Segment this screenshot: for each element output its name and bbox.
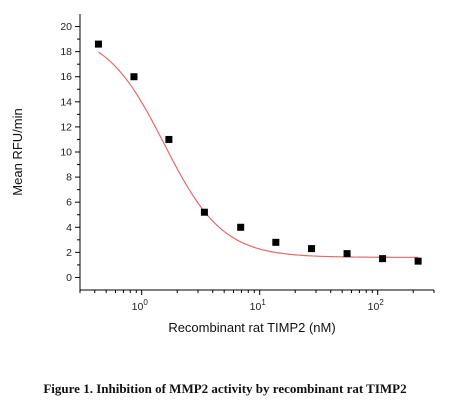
- y-tick-label: 16: [60, 71, 72, 83]
- x-tick-label: 101: [250, 298, 267, 313]
- y-tick-label: 20: [60, 21, 72, 33]
- y-tick-label: 10: [60, 147, 72, 159]
- data-point: [272, 238, 280, 246]
- data-points: [94, 40, 422, 265]
- data-point: [343, 250, 351, 258]
- data-point: [379, 255, 387, 263]
- data-point: [414, 257, 422, 265]
- data-point: [200, 208, 208, 216]
- y-tick-label: 4: [66, 222, 72, 234]
- data-point: [94, 40, 102, 48]
- y-tick-label: 6: [66, 197, 72, 209]
- fit-curve: [98, 51, 419, 258]
- data-point: [308, 245, 316, 253]
- y-tick-label: 2: [66, 247, 72, 259]
- y-tick-label: 18: [60, 46, 72, 58]
- x-tick-label: 100: [132, 298, 149, 313]
- data-point: [130, 73, 138, 81]
- axes: 0 2 4 6 8 10 12 14 16 18 20 100 101 102: [60, 14, 435, 313]
- y-tick-label: 12: [60, 121, 72, 133]
- data-point: [165, 135, 173, 143]
- y-tick-label: 8: [66, 172, 72, 184]
- data-point: [237, 223, 245, 231]
- figure-caption: Figure 1. Inhibition of MMP2 activity by…: [43, 381, 407, 396]
- x-tick-label: 102: [368, 298, 385, 313]
- x-axis-title: Recombinant rat TIMP2 (nM): [168, 320, 335, 335]
- y-tick-label: 14: [60, 96, 72, 108]
- y-tick-label: 0: [66, 272, 72, 284]
- y-axis-title: Mean RFU/min: [10, 108, 25, 195]
